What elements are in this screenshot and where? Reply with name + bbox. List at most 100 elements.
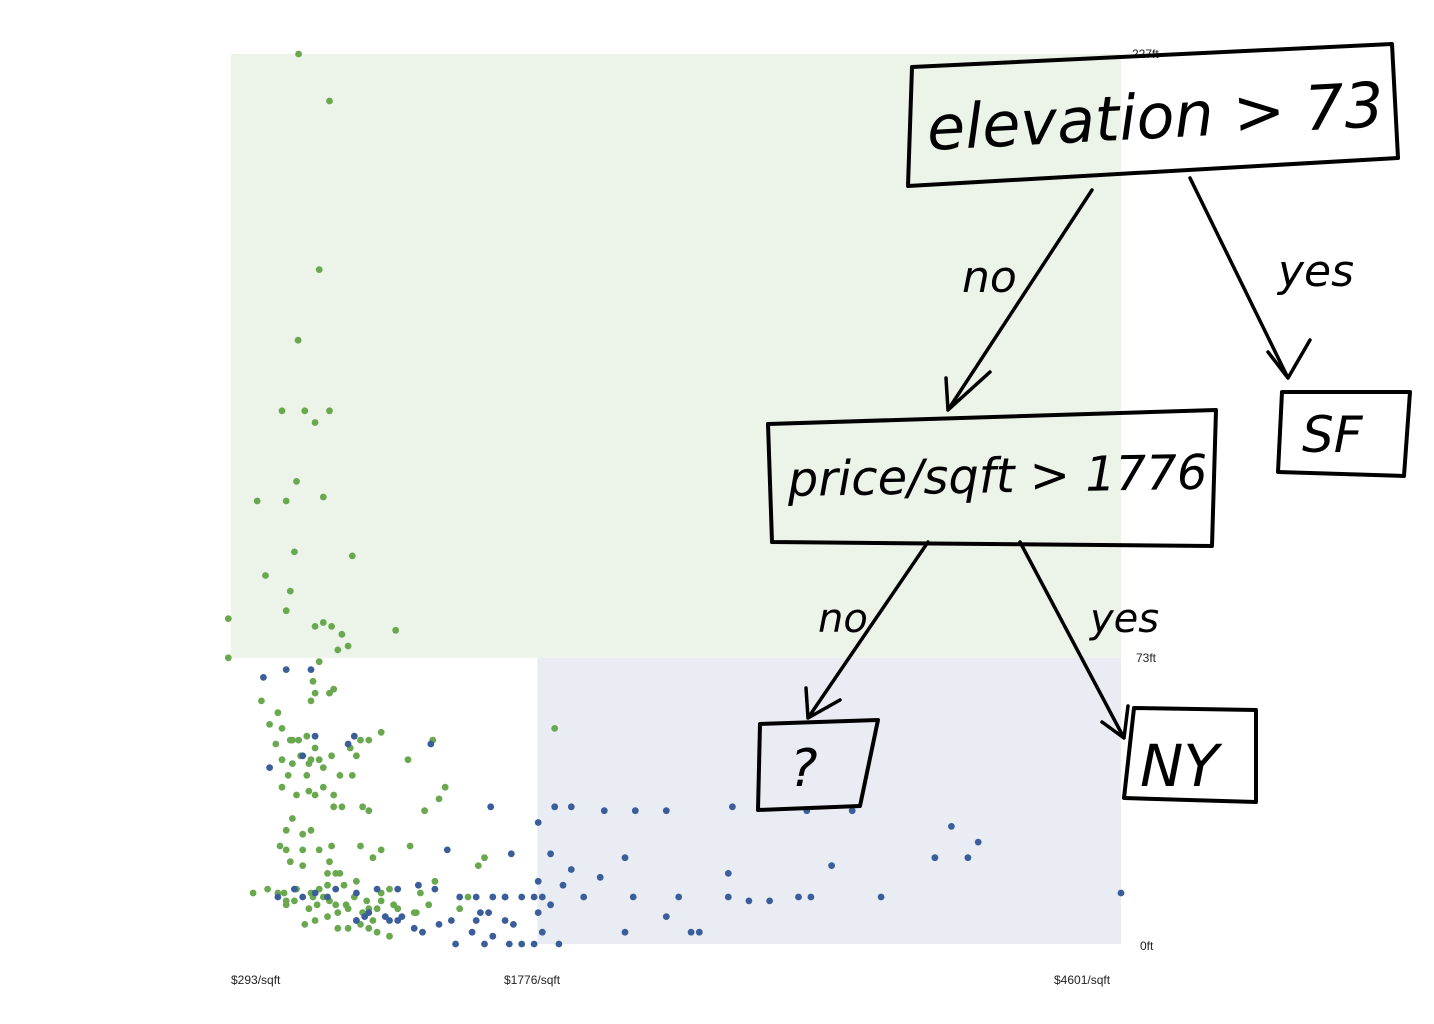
data-point-s1-57 bbox=[477, 909, 484, 916]
data-point-s1-23 bbox=[931, 854, 939, 862]
data-point-s0-95 bbox=[369, 854, 377, 862]
data-point-s0-54 bbox=[272, 740, 280, 748]
yes-branch-arrow-2 bbox=[1018, 540, 1130, 740]
data-point-s0-29 bbox=[334, 646, 342, 654]
data-point-s0-25 bbox=[282, 607, 290, 615]
data-point-s1-46 bbox=[394, 885, 402, 893]
data-point-s1-59 bbox=[489, 893, 497, 901]
data-point-s0-38 bbox=[303, 732, 311, 740]
data-point-s1-17 bbox=[729, 803, 736, 811]
data-point-s1-2 bbox=[307, 666, 315, 673]
data-point-s0-49 bbox=[357, 736, 364, 744]
data-point-s0-70 bbox=[338, 803, 346, 811]
data-point-s0-113 bbox=[481, 854, 488, 862]
data-point-s1-47 bbox=[373, 885, 381, 893]
data-point-s0-136 bbox=[412, 909, 420, 916]
data-point-s1-10 bbox=[487, 803, 495, 811]
data-point-s0-17 bbox=[344, 642, 352, 650]
yes-branch-label: yes bbox=[1276, 246, 1354, 297]
data-point-s0-88 bbox=[421, 807, 428, 815]
data-point-s0-100 bbox=[313, 901, 321, 909]
data-point-s1-75 bbox=[555, 940, 563, 948]
data-point-s0-31 bbox=[326, 689, 333, 697]
data-point-s1-27 bbox=[596, 873, 604, 881]
data-point-s0-16 bbox=[392, 626, 400, 634]
data-point-s1-7 bbox=[427, 740, 435, 748]
data-point-s0-41 bbox=[311, 744, 319, 752]
data-point-s1-78 bbox=[505, 940, 513, 948]
data-point-s0-143 bbox=[344, 905, 352, 913]
data-point-s0-89 bbox=[435, 795, 443, 803]
data-point-s0-138 bbox=[334, 924, 342, 932]
data-point-s0-126 bbox=[340, 881, 348, 889]
data-point-s0-0 bbox=[295, 50, 302, 58]
data-point-s1-42 bbox=[745, 897, 753, 905]
data-point-s0-129 bbox=[377, 897, 385, 905]
data-point-s1-64 bbox=[448, 917, 455, 924]
data-point-s1-43 bbox=[443, 846, 451, 854]
data-point-s1-24 bbox=[828, 862, 835, 869]
data-point-s0-141 bbox=[301, 921, 309, 928]
data-point-s1-91 bbox=[398, 913, 406, 920]
data-point-s0-112 bbox=[431, 877, 439, 885]
data-point-s0-15 bbox=[286, 587, 294, 595]
data-point-s0-131 bbox=[373, 928, 381, 936]
data-point-s1-87 bbox=[510, 921, 517, 928]
data-point-s1-70 bbox=[501, 917, 509, 924]
data-point-s0-20 bbox=[309, 677, 317, 685]
data-point-s1-35 bbox=[675, 893, 683, 901]
data-point-s1-83 bbox=[353, 917, 360, 924]
data-point-s1-76 bbox=[530, 940, 538, 948]
data-point-s1-1 bbox=[282, 666, 290, 673]
data-point-s1-16 bbox=[662, 807, 670, 815]
data-point-s0-37 bbox=[289, 736, 296, 744]
data-point-s1-41 bbox=[766, 897, 773, 905]
data-point-s1-89 bbox=[365, 909, 373, 916]
data-point-s1-55 bbox=[456, 893, 464, 901]
data-point-s0-11 bbox=[319, 493, 327, 501]
data-point-s1-6 bbox=[350, 732, 358, 740]
data-point-s0-22 bbox=[274, 709, 282, 717]
data-point-s1-63 bbox=[534, 909, 542, 916]
data-point-s0-14 bbox=[262, 572, 269, 579]
data-point-s0-59 bbox=[284, 772, 292, 779]
ny-leaf-box bbox=[1122, 706, 1258, 804]
data-point-s0-4 bbox=[278, 407, 286, 415]
data-point-s1-52 bbox=[299, 893, 307, 901]
data-point-s1-45 bbox=[415, 881, 422, 889]
data-point-s1-49 bbox=[332, 885, 340, 893]
data-point-s0-74 bbox=[307, 826, 315, 834]
data-point-s0-50 bbox=[365, 736, 373, 744]
data-point-s1-34 bbox=[629, 893, 637, 901]
data-point-s0-134 bbox=[324, 913, 331, 920]
mid-node-box bbox=[766, 408, 1218, 548]
data-point-s1-67 bbox=[410, 924, 418, 932]
data-point-s0-130 bbox=[324, 881, 331, 889]
data-point-s0-53 bbox=[278, 756, 286, 764]
data-point-s1-50 bbox=[324, 893, 331, 901]
data-point-s0-21 bbox=[258, 697, 265, 705]
data-point-s1-69 bbox=[472, 917, 480, 924]
data-point-s1-58 bbox=[485, 909, 492, 916]
data-point-s1-73 bbox=[687, 928, 695, 936]
data-point-s0-142 bbox=[311, 917, 319, 924]
data-point-s0-146 bbox=[464, 893, 472, 901]
y-tick-min: 0ft bbox=[1140, 939, 1154, 953]
data-point-s0-46 bbox=[305, 760, 313, 767]
data-point-s0-33 bbox=[307, 697, 315, 705]
data-point-s0-61 bbox=[311, 791, 319, 799]
data-point-s1-62 bbox=[530, 893, 538, 901]
data-point-s0-73 bbox=[289, 815, 296, 822]
data-point-s0-125 bbox=[332, 901, 340, 909]
region-elevation-above bbox=[231, 54, 1121, 658]
data-point-s1-61 bbox=[518, 893, 526, 901]
data-point-s0-118 bbox=[249, 889, 257, 897]
data-point-s0-82 bbox=[315, 846, 323, 854]
data-point-s0-109 bbox=[425, 901, 433, 909]
data-point-s0-45 bbox=[328, 752, 335, 760]
data-point-s1-13 bbox=[567, 803, 575, 811]
data-point-s0-103 bbox=[334, 909, 342, 916]
data-point-s1-33 bbox=[580, 893, 588, 901]
data-point-s1-25 bbox=[724, 870, 732, 877]
data-point-s1-15 bbox=[631, 807, 639, 815]
